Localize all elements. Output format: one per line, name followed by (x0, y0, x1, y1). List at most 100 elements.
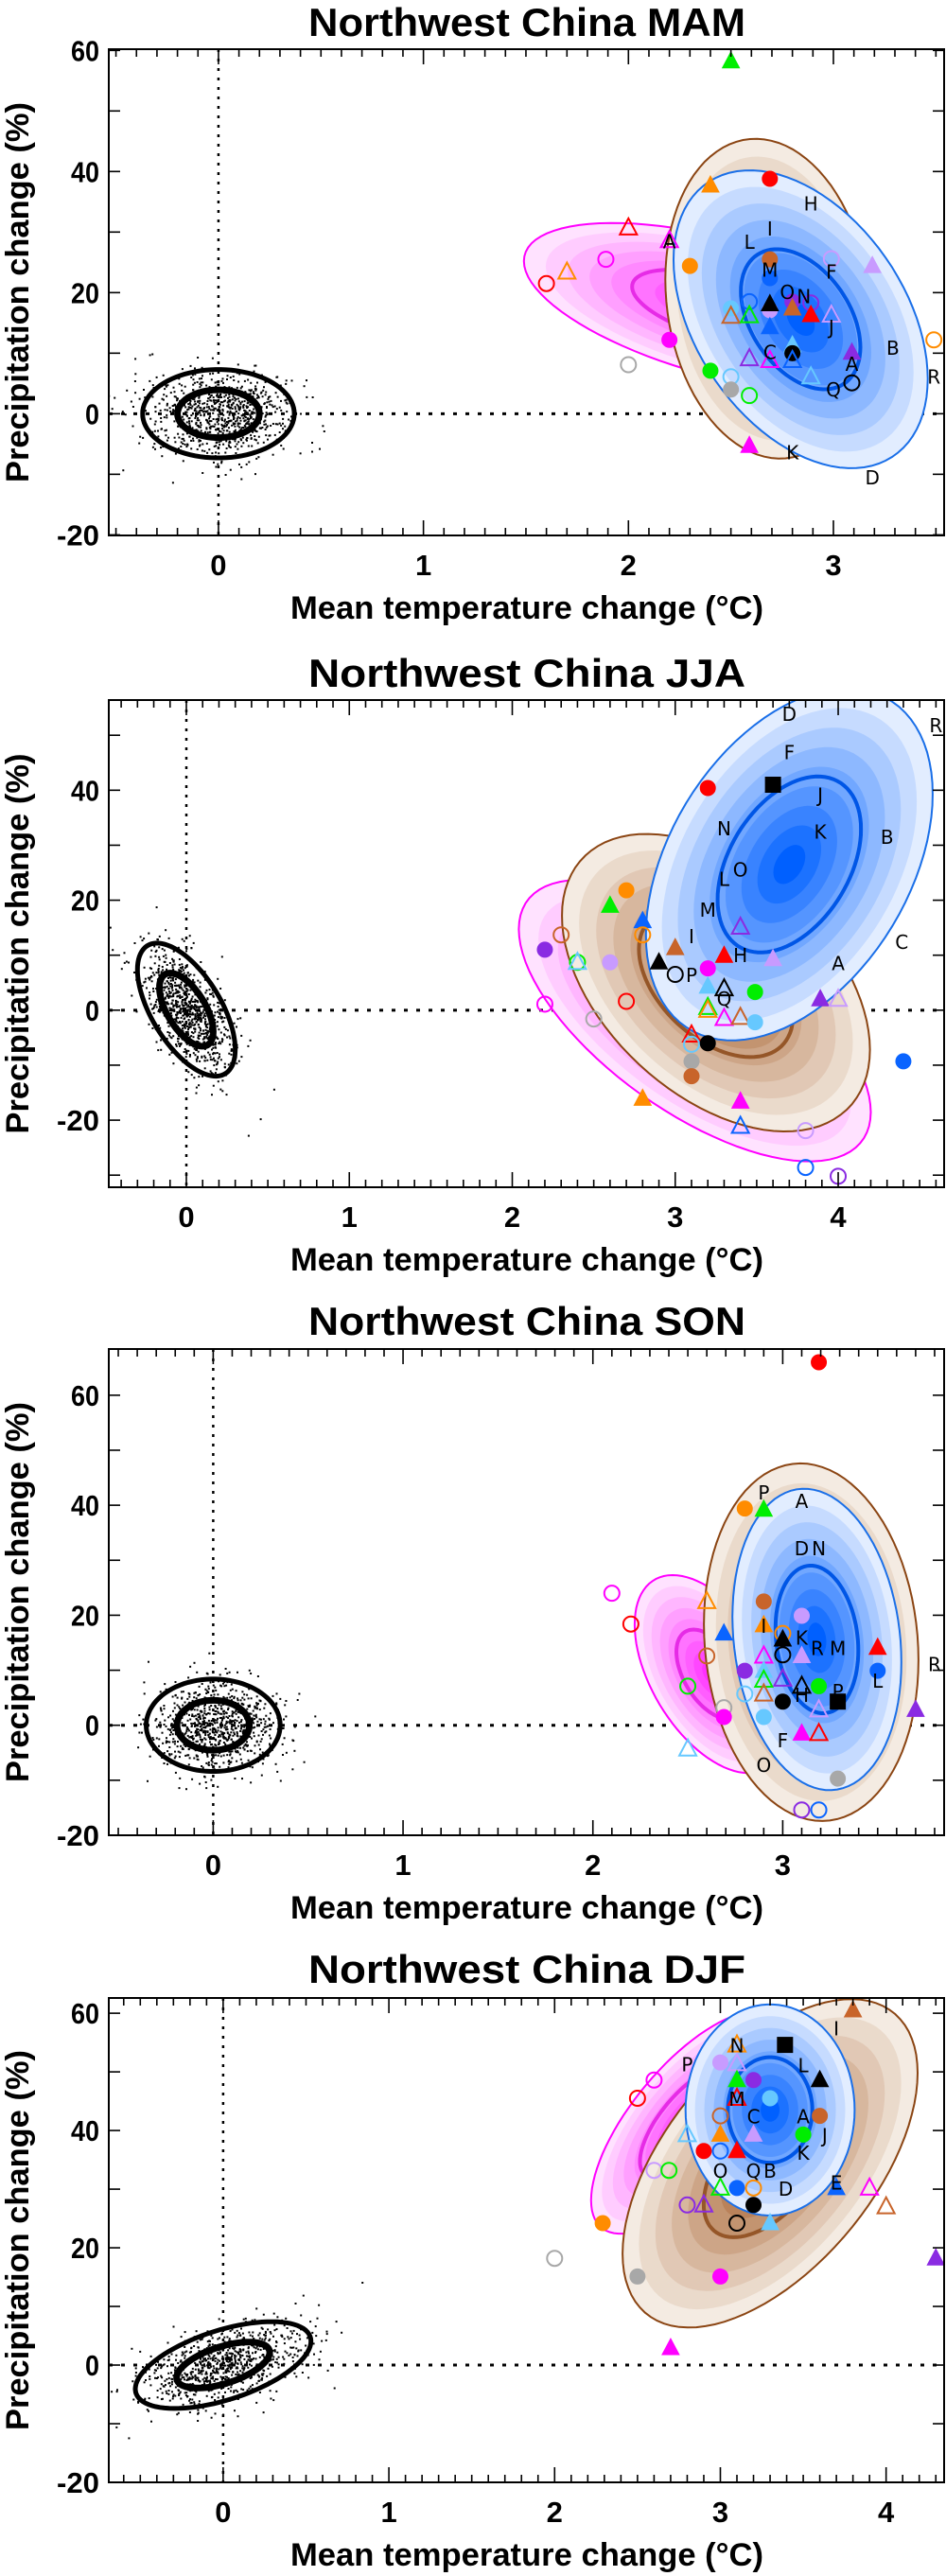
noise-point (174, 395, 177, 398)
noise-point (319, 447, 321, 450)
noise-point (188, 1001, 191, 1004)
noise-point (252, 1709, 254, 1712)
marker-circle-magenta (699, 960, 716, 977)
noise-point (238, 2354, 241, 2357)
noise-point (240, 1719, 243, 1722)
noise-point (278, 422, 281, 425)
noise-point (152, 1011, 155, 1014)
marker-circle-black (728, 2215, 746, 2233)
noise-point (257, 2334, 260, 2337)
noise-point (178, 2394, 181, 2396)
noise-point (149, 2375, 151, 2377)
marker-triangle-blue (730, 1114, 751, 1134)
noise-point (201, 2373, 203, 2375)
noise-point (212, 412, 215, 414)
noise-point (195, 421, 198, 424)
noise-point (214, 1072, 217, 1075)
marker-triangle-green (601, 895, 620, 913)
noise-point (229, 410, 232, 412)
noise-point (290, 415, 292, 418)
noise-point (184, 404, 185, 407)
noise-point (193, 2403, 196, 2406)
noise-point (171, 2380, 173, 2383)
noise-point (172, 409, 175, 412)
noise-point (199, 1034, 201, 1037)
noise-point (231, 2355, 234, 2357)
noise-point (235, 1751, 237, 1754)
noise-point (252, 418, 254, 421)
y-tick-label: 0 (85, 397, 99, 430)
noise-point (202, 1008, 205, 1011)
noise-point (199, 2372, 201, 2374)
noise-point (254, 389, 257, 392)
noise-point (154, 2376, 156, 2379)
noise-point (221, 401, 224, 404)
noise-point (162, 969, 165, 972)
noise-point (187, 1071, 190, 1074)
noise-point (274, 2361, 277, 2364)
noise-point (219, 1735, 222, 1738)
model-letter: L (745, 231, 756, 254)
noise-point (242, 1730, 245, 1733)
noise-point (199, 2360, 201, 2363)
noise-point (272, 406, 274, 409)
noise-point (241, 2381, 244, 2384)
noise-point (157, 1049, 160, 1052)
noise-point (231, 424, 234, 427)
noise-point (234, 2354, 236, 2357)
noise-point (189, 1010, 192, 1013)
noise-point (191, 2382, 194, 2385)
noise-point (198, 1076, 201, 1078)
noise-point (231, 1699, 233, 1702)
noise-point (213, 1731, 216, 1734)
noise-point (199, 1060, 201, 1062)
noise-point (168, 407, 171, 410)
noise-point (181, 437, 184, 440)
natural-variability-cloud (109, 906, 275, 1137)
marker-circle-orange (925, 331, 943, 349)
noise-point (168, 1754, 171, 1757)
noise-point (155, 998, 158, 1001)
noise-point (184, 1745, 187, 1747)
noise-point (219, 412, 222, 415)
noise-point (209, 1056, 212, 1059)
noise-point (157, 970, 160, 973)
noise-point (306, 379, 307, 382)
noise-point (185, 996, 188, 999)
noise-point (237, 1725, 239, 1727)
noise-point (191, 1713, 194, 1716)
noise-point (159, 1726, 162, 1728)
noise-point (206, 2375, 208, 2378)
noise-point (177, 425, 180, 428)
brown-outer-contour (622, 1998, 920, 2329)
noise-point (229, 2368, 232, 2371)
noise-point (221, 377, 224, 380)
marker-triangle-orange (754, 1614, 774, 1633)
noise-point (169, 985, 172, 988)
noise-point (185, 1051, 188, 1054)
noise-point (275, 2341, 278, 2344)
noise-point (194, 1722, 196, 1725)
noise-point (116, 2389, 118, 2392)
noise-point (200, 961, 202, 963)
noise-point (197, 1716, 200, 1719)
noise-point (239, 1735, 242, 1738)
noise-point (246, 412, 248, 415)
noise-point (165, 434, 167, 437)
noise-point (198, 1732, 201, 1735)
noise-point (260, 1722, 263, 1725)
noise-point (200, 424, 202, 427)
chart-title: Northwest China SON (308, 1299, 745, 1343)
noise-point (194, 1054, 197, 1057)
marker-circle-orange (634, 926, 652, 944)
noise-point (215, 451, 218, 454)
noise-point (273, 405, 276, 408)
noise-point (228, 400, 231, 403)
noise-point (177, 1040, 180, 1043)
noise-point (234, 1733, 236, 1736)
noise-point (192, 941, 195, 944)
marker-circle-lightblue (762, 2090, 779, 2107)
noise-point (184, 986, 186, 989)
noise-point (173, 404, 176, 407)
noise-point (176, 991, 179, 994)
